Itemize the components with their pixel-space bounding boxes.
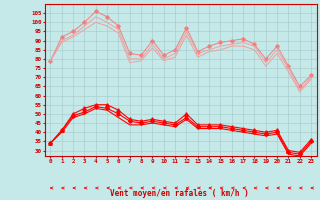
Text: Vent moyen/en rafales ( km/h ): Vent moyen/en rafales ( km/h ) [110, 189, 249, 198]
